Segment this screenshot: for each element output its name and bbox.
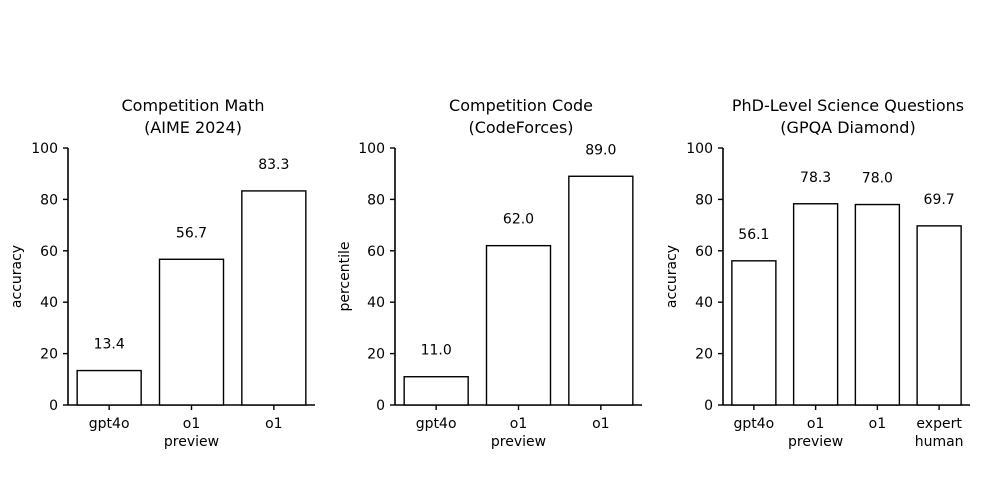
bar — [485, 244, 552, 406]
y-tick-label: 60 — [367, 244, 385, 260]
x-tick-label: o1 — [183, 416, 200, 432]
x-tick-label: o1 — [592, 416, 609, 432]
y-tick-label: 0 — [49, 398, 58, 414]
bar — [792, 203, 839, 406]
x-tick-label: preview — [164, 434, 219, 450]
x-tick-label: gpt4o — [416, 416, 457, 432]
bar — [568, 175, 634, 406]
data-label: 11.0 — [421, 343, 452, 359]
bar — [403, 376, 469, 406]
bar — [854, 203, 901, 406]
x-tick-label: expert — [916, 416, 962, 432]
data-label: 78.3 — [800, 170, 831, 186]
data-label: 62.0 — [503, 212, 534, 228]
x-tick-label: o1 — [510, 416, 527, 432]
y-tick-label: 100 — [686, 141, 713, 157]
x-tick-label: gpt4o — [734, 416, 775, 432]
chart-title-line: (CodeForces) — [468, 118, 573, 137]
chart-title-line: (AIME 2024) — [144, 118, 242, 137]
bar — [731, 260, 777, 406]
chart-title-line: Competition Math — [121, 96, 264, 115]
panel-2: Competition Code (CodeForces) percentile 0 2… — [337, 96, 642, 450]
panel-1: Competition Math (AIME 2024) accuracy 0 20 40… — [9, 96, 315, 450]
y-tick-label: 100 — [31, 141, 58, 157]
y-tick-label: 0 — [704, 398, 713, 414]
x-tick-label: o1 — [265, 416, 282, 432]
data-label: 69.7 — [924, 192, 955, 208]
data-label: 83.3 — [258, 157, 289, 173]
x-tick-label: o1 — [807, 416, 824, 432]
y-tick-label: 80 — [367, 192, 385, 208]
y-tick-label: 0 — [376, 398, 385, 414]
y-tick-label: 20 — [695, 347, 713, 363]
data-label: 89.0 — [585, 142, 616, 158]
bar — [158, 258, 225, 406]
bar — [916, 225, 962, 406]
y-tick-label: 100 — [358, 141, 385, 157]
y-tick-label: 60 — [40, 244, 58, 260]
x-tick-label: o1 — [869, 416, 886, 432]
data-label: 78.0 — [862, 171, 893, 187]
y-axis-label: accuracy — [9, 245, 25, 308]
data-label: 56.1 — [738, 227, 769, 243]
y-axis-label: accuracy — [664, 245, 680, 308]
x-tick-label: preview — [491, 434, 546, 450]
bar — [241, 190, 307, 406]
chart-title-line: (GPQA Diamond) — [780, 118, 915, 137]
chart-title-line: PhD-Level Science Questions — [732, 96, 964, 115]
y-tick-label: 80 — [40, 192, 58, 208]
chart-title-line: Competition Code — [449, 96, 593, 115]
x-tick-label: human — [915, 434, 964, 450]
y-tick-label: 20 — [40, 347, 58, 363]
y-tick-label: 40 — [695, 295, 713, 311]
data-label: 13.4 — [94, 337, 125, 353]
panel-3: PhD-Level Science Questions (GPQA Diamond… — [664, 96, 970, 450]
bar — [76, 369, 142, 406]
y-tick-label: 40 — [367, 295, 385, 311]
data-label: 56.7 — [176, 225, 207, 241]
y-tick-label: 20 — [367, 347, 385, 363]
y-axis-label: percentile — [337, 241, 353, 311]
x-tick-label: preview — [788, 434, 843, 450]
y-tick-label: 40 — [40, 295, 58, 311]
y-tick-label: 80 — [695, 192, 713, 208]
y-tick-label: 60 — [695, 244, 713, 260]
x-tick-label: gpt4o — [89, 416, 130, 432]
